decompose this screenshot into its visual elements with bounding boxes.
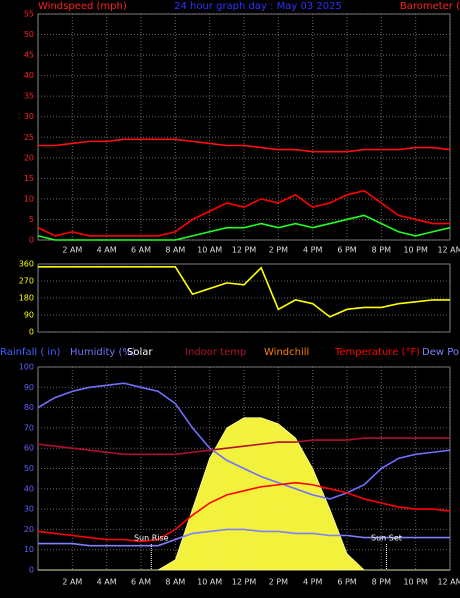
- legend-label: Solar: [127, 347, 153, 358]
- y-tick-label: 40: [24, 484, 34, 493]
- y-tick-label: 30: [24, 112, 34, 121]
- x-tick-label: 10 PM: [403, 246, 428, 255]
- x-tick-label: 2 AM: [62, 578, 82, 587]
- y-tick-label: 10: [24, 545, 34, 554]
- annotation-label: Sun Rise: [134, 534, 169, 543]
- y-tick-label: 30: [24, 505, 34, 514]
- y-tick-label: 45: [24, 51, 34, 60]
- x-tick-label: 8 PM: [372, 246, 391, 255]
- series-line: [38, 138, 451, 153]
- x-tick-label: 8 PM: [372, 578, 391, 587]
- y-tick-label: 25: [24, 133, 34, 142]
- x-tick-label: 2 AM: [62, 246, 82, 255]
- x-tick-label: 10 AM: [197, 246, 222, 255]
- y-tick-label: 90: [24, 311, 34, 320]
- x-tick-label: 2 PM: [269, 578, 288, 587]
- x-tick-label: 4 PM: [303, 246, 322, 255]
- x-tick-label: 4 PM: [303, 578, 322, 587]
- x-tick-label: 6 AM: [131, 578, 151, 587]
- y2-axis-title: Barometer (: [400, 1, 460, 12]
- series-line: [38, 266, 450, 318]
- y-tick-label: 10: [24, 194, 34, 203]
- y-tick-label: 20: [24, 153, 34, 162]
- x-tick-label: 8 AM: [165, 578, 185, 587]
- y-tick-label: 40: [24, 71, 34, 80]
- y-tick-label: 20: [24, 525, 34, 534]
- legend-label: Humidity (%): [70, 347, 136, 358]
- x-tick-label: 6 AM: [131, 246, 151, 255]
- x-tick-label: 8 AM: [165, 246, 185, 255]
- x-tick-label: 6 PM: [337, 578, 356, 587]
- annotation-label: Sun Set: [371, 534, 402, 543]
- y-tick-label: 100: [19, 363, 34, 372]
- x-tick-label: 10 PM: [403, 578, 428, 587]
- series-line: [37, 481, 451, 543]
- x-tick-label: 6 PM: [337, 246, 356, 255]
- y-tick-label: 70: [24, 423, 34, 432]
- y-tick-label: 0: [29, 328, 34, 337]
- x-tick-label: 12 AM: [437, 578, 460, 587]
- y-tick-label: 0: [29, 566, 34, 575]
- x-tick-label: 2 PM: [269, 246, 288, 255]
- x-tick-label: 12 PM: [232, 578, 257, 587]
- area: [38, 417, 450, 571]
- x-tick-label: 12 PM: [232, 246, 257, 255]
- legend-label: Dew Po: [422, 347, 459, 358]
- y-tick-label: 50: [24, 30, 34, 39]
- y-tick-label: 90: [24, 383, 34, 392]
- series-line: [37, 189, 450, 237]
- x-tick-label: 10 AM: [197, 578, 222, 587]
- series-line: [37, 437, 450, 456]
- y-tick-label: 35: [24, 92, 34, 101]
- legend-label: Windchill: [264, 347, 309, 358]
- series-line: [38, 528, 450, 547]
- y-tick-label: 55: [24, 10, 34, 19]
- series-line: [37, 382, 451, 500]
- series-line: [37, 214, 451, 241]
- y-tick-label: 50: [24, 464, 34, 473]
- y-tick-label: 360: [19, 260, 34, 269]
- y-tick-label: 80: [24, 403, 34, 412]
- legend-label: Rainfall ( in): [0, 347, 61, 358]
- y-tick-label: 5: [29, 215, 34, 224]
- x-tick-label: 4 AM: [97, 246, 117, 255]
- y-tick-label: 15: [24, 174, 34, 183]
- x-tick-label: 4 AM: [97, 578, 117, 587]
- x-tick-label: 12 AM: [437, 246, 460, 255]
- legend-label: Indoor temp: [185, 347, 246, 358]
- legend-label: Temperature (°F): [334, 347, 420, 358]
- chart-title: 24 hour graph day : May 03 2025: [174, 1, 342, 12]
- y-axis-title: Windspeed (mph): [38, 1, 127, 12]
- y-tick-label: 60: [24, 444, 34, 453]
- y-tick-label: 0: [29, 236, 34, 245]
- y-tick-label: 180: [19, 294, 34, 303]
- y-tick-label: 270: [19, 277, 34, 286]
